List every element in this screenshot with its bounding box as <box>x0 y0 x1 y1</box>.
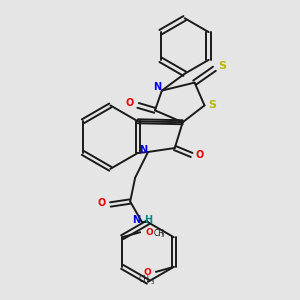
Text: 3: 3 <box>150 280 154 285</box>
Text: H: H <box>144 215 152 225</box>
Text: N: N <box>139 145 147 155</box>
Text: CH: CH <box>139 275 150 284</box>
Text: S: S <box>208 100 216 110</box>
Text: 3: 3 <box>161 233 164 238</box>
Text: S: S <box>218 61 226 71</box>
Text: N: N <box>132 215 140 225</box>
Text: O: O <box>145 228 153 237</box>
Text: N: N <box>153 82 161 92</box>
Text: O: O <box>143 268 151 278</box>
Text: O: O <box>125 98 133 108</box>
Text: CH: CH <box>154 229 165 238</box>
Text: O: O <box>195 150 204 160</box>
Text: O: O <box>97 197 106 208</box>
